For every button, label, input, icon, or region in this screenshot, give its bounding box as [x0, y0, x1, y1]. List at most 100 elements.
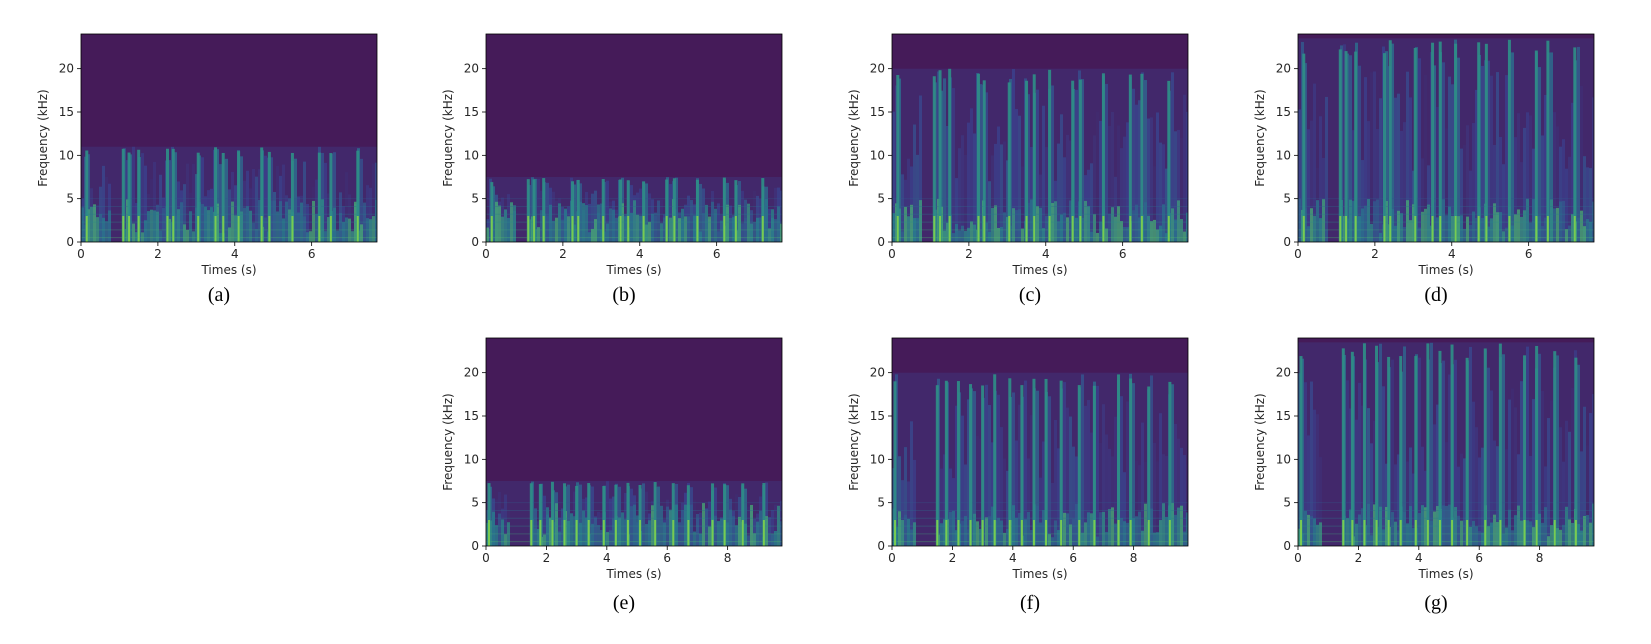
spectral-column	[1123, 472, 1126, 546]
spectral-column	[1532, 399, 1535, 546]
spectral-column	[693, 499, 696, 546]
spectral-column	[1183, 94, 1186, 242]
low-band-energy	[1313, 215, 1316, 242]
onset-peak	[687, 520, 690, 546]
onset-peak	[619, 216, 622, 242]
low-band-energy	[1397, 530, 1400, 546]
low-band-energy	[1385, 506, 1388, 546]
spectral-column	[967, 122, 970, 242]
low-band-energy	[228, 227, 231, 242]
x-tick-label: 2	[1371, 247, 1379, 261]
low-band-energy	[1361, 508, 1364, 546]
spectral-column	[366, 185, 369, 242]
low-band-energy	[759, 217, 762, 242]
onset-peak	[1389, 216, 1392, 242]
onset-streak	[1071, 80, 1075, 242]
low-band-energy	[1123, 521, 1126, 546]
low-band-energy	[591, 523, 594, 546]
low-band-energy	[555, 217, 558, 242]
low-band-energy	[687, 216, 690, 242]
low-band-energy	[1505, 527, 1508, 546]
onset-streak	[1375, 345, 1379, 546]
low-band-energy	[486, 227, 489, 242]
low-band-energy	[1382, 529, 1385, 546]
low-band-energy	[126, 199, 129, 242]
onset-streak	[893, 381, 897, 546]
onset-streak	[1498, 343, 1502, 546]
y-tick-label: 5	[1283, 192, 1291, 206]
spectral-column	[1027, 458, 1030, 546]
spectral-column	[1406, 461, 1409, 546]
spectral-column	[1418, 58, 1421, 242]
spectral-column	[264, 155, 267, 242]
low-band-energy	[765, 199, 768, 242]
low-band-energy	[633, 200, 636, 242]
low-band-energy	[1030, 529, 1033, 546]
onset-streak	[1299, 356, 1303, 546]
spectral-column	[579, 484, 582, 546]
low-band-energy	[630, 212, 633, 242]
spectral-column	[201, 157, 204, 242]
low-band-energy	[955, 530, 958, 546]
low-band-energy	[1529, 521, 1532, 546]
onset-streak	[1573, 47, 1577, 242]
low-band-energy	[744, 523, 747, 546]
low-band-energy	[1436, 506, 1439, 546]
low-band-energy	[1421, 505, 1424, 546]
low-band-energy	[657, 533, 660, 546]
spectral-column	[141, 153, 144, 242]
low-band-energy	[1012, 208, 1015, 242]
low-band-energy	[1367, 503, 1370, 546]
spectral-column	[1084, 405, 1087, 546]
onset-peak	[122, 216, 125, 242]
x-tick-label: 8	[1130, 551, 1138, 565]
low-band-energy	[201, 204, 204, 242]
low-band-energy	[663, 522, 666, 546]
spectral-column	[765, 482, 768, 546]
low-band-energy	[1060, 214, 1063, 242]
low-band-energy	[561, 219, 564, 242]
spectral-column	[1045, 147, 1048, 242]
low-band-energy	[1090, 231, 1093, 242]
x-tick-label: 6	[1119, 247, 1127, 261]
spectral-column	[1571, 387, 1574, 546]
spectral-column	[144, 165, 147, 242]
spectral-column	[1472, 401, 1475, 546]
onset-peak	[1477, 216, 1480, 242]
low-band-energy	[1027, 511, 1030, 546]
low-band-energy	[708, 526, 711, 546]
low-band-energy	[1463, 228, 1466, 242]
low-band-energy	[1547, 536, 1550, 546]
low-band-energy	[1571, 522, 1574, 546]
low-band-energy	[1087, 206, 1090, 242]
spectral-column	[1379, 98, 1382, 242]
onset-peak	[936, 520, 939, 546]
low-band-energy	[1442, 199, 1445, 242]
low-band-energy	[504, 209, 507, 242]
onset-streak	[762, 483, 766, 546]
low-band-energy	[606, 532, 609, 546]
low-band-energy	[363, 202, 366, 242]
low-band-energy	[1325, 229, 1328, 242]
low-band-energy	[612, 518, 615, 546]
low-band-energy	[952, 510, 955, 546]
spectral-column	[1343, 44, 1346, 242]
onset-peak	[575, 520, 578, 546]
spectral-column	[495, 499, 498, 546]
low-band-energy	[354, 201, 357, 242]
low-band-energy	[720, 518, 723, 546]
spectrogram-image	[1298, 38, 1594, 242]
low-band-energy	[1373, 201, 1376, 242]
low-band-energy	[99, 214, 102, 242]
y-tick-label: 5	[1283, 496, 1291, 510]
low-band-energy	[312, 200, 315, 242]
low-band-energy	[985, 222, 988, 242]
spectral-column	[1102, 404, 1105, 546]
spectral-column	[87, 154, 90, 242]
spectral-column	[372, 163, 375, 242]
low-band-energy	[1421, 211, 1424, 242]
low-band-energy	[1114, 216, 1117, 242]
low-band-energy	[1018, 512, 1021, 546]
low-band-energy	[997, 227, 1000, 242]
low-band-energy	[636, 214, 639, 242]
